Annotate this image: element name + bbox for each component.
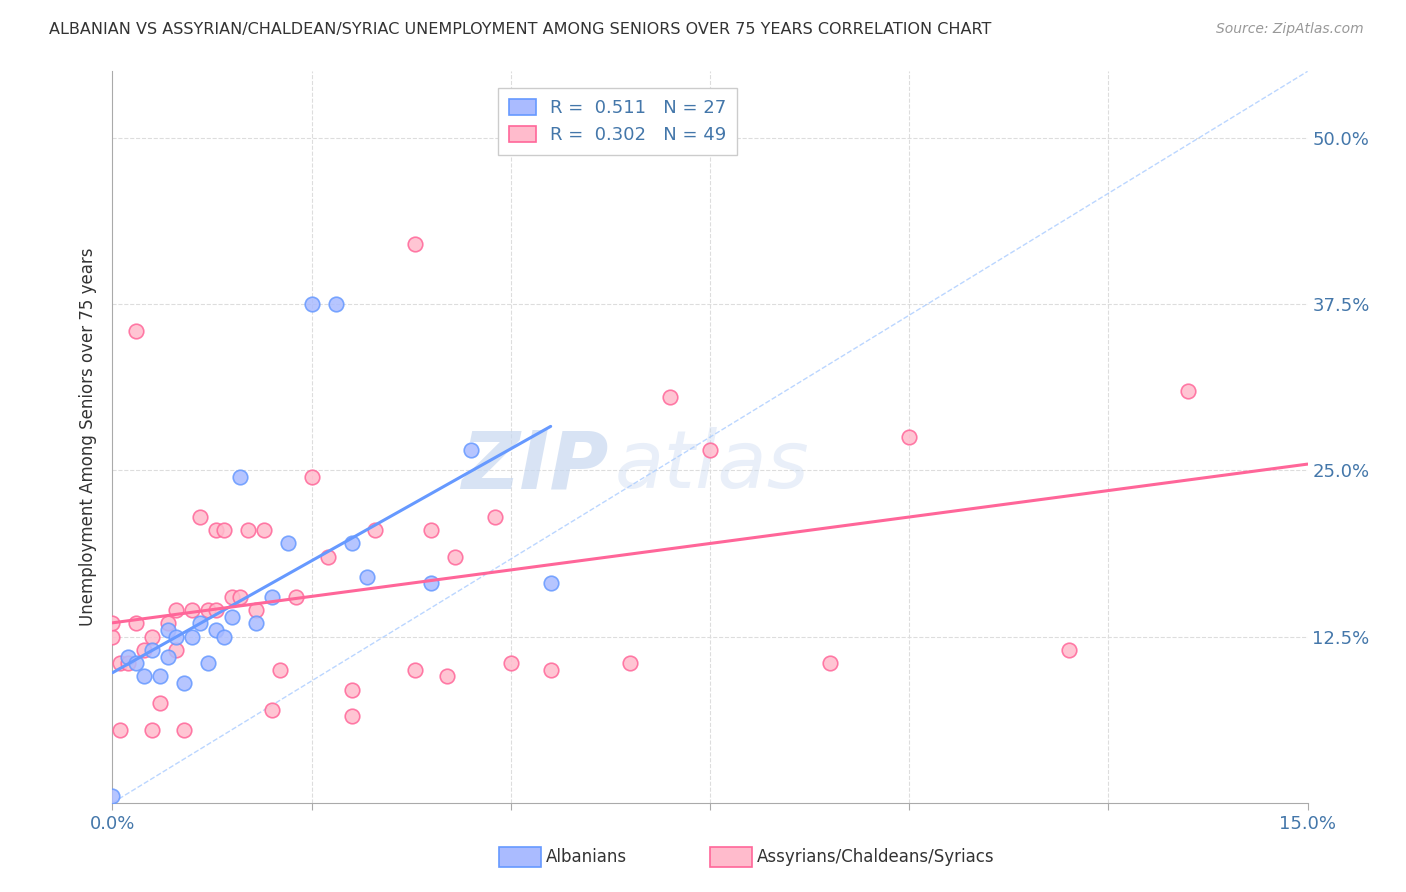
Point (245, 616, 267, 631)
Point (1057, 643, 1080, 657)
Point (110, 656, 132, 670)
Point (165, 643, 187, 657)
Point (197, 656, 219, 670)
Point (420, 523, 443, 537)
Point (110, 723, 132, 737)
Point (236, 523, 259, 537)
Text: ZIP: ZIP (461, 427, 609, 506)
Point (125, 324, 148, 338)
Point (101, 630, 124, 644)
Point (460, 443, 482, 458)
Point (540, 576, 562, 591)
Legend: R =  0.511   N = 27, R =  0.302   N = 49: R = 0.511 N = 27, R = 0.302 N = 49 (498, 87, 737, 155)
Point (181, 603, 204, 617)
Point (157, 623, 180, 637)
Point (301, 470, 323, 484)
Y-axis label: Unemployment Among Seniors over 75 years: Unemployment Among Seniors over 75 years (79, 248, 97, 626)
Point (141, 630, 163, 644)
Point (340, 709, 363, 723)
Point (221, 609, 243, 624)
Point (316, 549, 339, 564)
Point (165, 630, 187, 644)
Point (818, 656, 841, 670)
Point (117, 649, 139, 664)
Point (325, 297, 347, 311)
Point (699, 443, 721, 458)
Point (260, 590, 283, 604)
Point (284, 590, 307, 604)
Point (101, 789, 124, 804)
Point (157, 616, 180, 631)
Point (205, 603, 228, 617)
Point (245, 603, 267, 617)
Point (141, 723, 163, 737)
Point (404, 237, 426, 252)
Point (205, 523, 228, 537)
Point (277, 536, 299, 550)
Point (181, 630, 204, 644)
Point (340, 682, 363, 697)
Point (269, 663, 291, 677)
Point (188, 616, 211, 631)
Point (499, 656, 522, 670)
Point (619, 656, 641, 670)
Point (125, 616, 148, 631)
Point (229, 590, 252, 604)
Point (364, 523, 387, 537)
Point (212, 630, 235, 644)
Point (420, 576, 443, 591)
Point (173, 676, 195, 690)
Point (165, 603, 187, 617)
Text: Albanians: Albanians (546, 848, 627, 866)
Point (404, 663, 426, 677)
Point (1177, 384, 1199, 398)
Point (659, 390, 682, 404)
Point (356, 570, 378, 584)
Point (436, 669, 458, 683)
Point (117, 656, 139, 670)
Point (229, 470, 252, 484)
Point (197, 603, 219, 617)
Point (212, 523, 235, 537)
Point (484, 509, 506, 524)
Text: Assyrians/Chaldeans/Syriacs: Assyrians/Chaldeans/Syriacs (756, 848, 994, 866)
Point (157, 649, 180, 664)
Point (134, 669, 156, 683)
Point (540, 663, 562, 677)
Text: atlas: atlas (614, 427, 810, 506)
Point (205, 623, 228, 637)
Point (260, 703, 283, 717)
Text: ALBANIAN VS ASSYRIAN/CHALDEAN/SYRIAC UNEMPLOYMENT AMONG SENIORS OVER 75 YEARS CO: ALBANIAN VS ASSYRIAN/CHALDEAN/SYRIAC UNE… (49, 22, 991, 37)
Point (149, 696, 172, 710)
Point (221, 590, 243, 604)
Point (149, 669, 172, 683)
Point (253, 523, 276, 537)
Point (173, 723, 195, 737)
Point (301, 297, 323, 311)
Point (340, 536, 363, 550)
Text: Source: ZipAtlas.com: Source: ZipAtlas.com (1216, 22, 1364, 37)
Point (188, 509, 211, 524)
Point (444, 549, 467, 564)
Point (141, 643, 163, 657)
Point (101, 616, 124, 631)
Point (125, 656, 148, 670)
Point (134, 643, 156, 657)
Point (898, 430, 921, 444)
